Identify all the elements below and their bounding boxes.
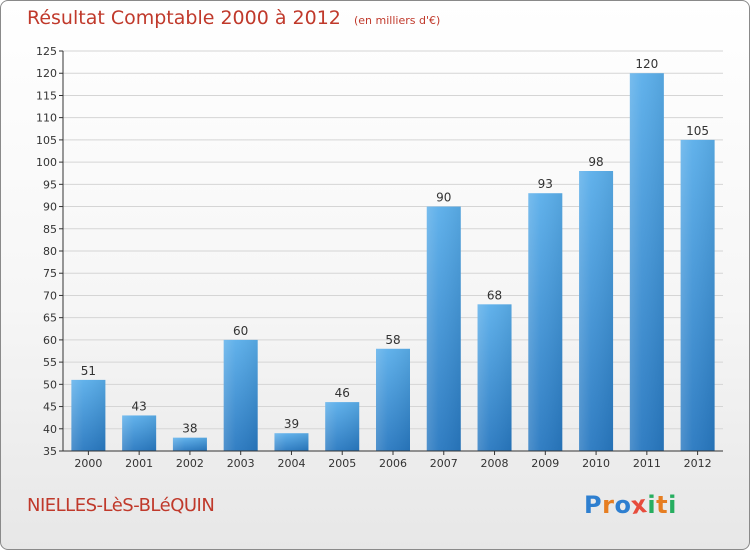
logo-letter: i — [647, 491, 657, 519]
y-tick-label: 70 — [43, 289, 57, 302]
x-tick-label-2007: 2007 — [430, 457, 458, 470]
data-label-2008: 68 — [487, 288, 502, 302]
y-tick-label: 100 — [36, 156, 57, 169]
axes: 35 40 45 50 55 60 65 70 75 80 85 90 95 100 105 110 115 12… — [36, 45, 723, 470]
y-tick-label: 50 — [43, 378, 57, 391]
y-tick-label: 45 — [43, 401, 57, 414]
x-tick-label-2002: 2002 — [176, 457, 204, 470]
bar-shading-2002 — [172, 437, 207, 451]
x-tick-label-2006: 2006 — [379, 457, 407, 470]
y-tick-label: 120 — [36, 67, 57, 80]
y-tick-label: 105 — [36, 134, 57, 147]
x-tick-label-2004: 2004 — [277, 457, 305, 470]
logo-letter: o — [614, 491, 632, 519]
data-label-2005: 46 — [335, 386, 350, 400]
bar-shading-2008 — [477, 304, 512, 451]
data-label-2009: 93 — [538, 177, 553, 191]
unit-note: (en milliers d'€) — [353, 14, 441, 27]
x-tick-label-2011: 2011 — [633, 457, 661, 470]
y-tick-label: 85 — [43, 223, 57, 236]
logo-letter: i — [668, 491, 677, 519]
bar-shading-2006 — [376, 348, 410, 451]
data-label-2010: 98 — [588, 155, 603, 169]
data-label-2004: 39 — [284, 417, 299, 431]
data-label-2003: 60 — [233, 324, 248, 338]
bar-shading-2010 — [579, 171, 614, 451]
bar-shading-2007 — [426, 206, 461, 451]
bar-shading-2012 — [680, 139, 715, 451]
y-tick-label: 40 — [43, 423, 57, 436]
x-tick-label-2012: 2012 — [684, 457, 712, 470]
data-label-2006: 58 — [385, 333, 400, 347]
x-tick-label-2005: 2005 — [328, 457, 356, 470]
y-tick-label: 90 — [43, 201, 57, 214]
y-tick-label: 60 — [43, 334, 57, 347]
logo-letter: t — [656, 491, 669, 519]
data-label-2012: 105 — [686, 124, 709, 138]
bar-shading-2003 — [223, 339, 258, 451]
x-tick-label-2009: 2009 — [531, 457, 559, 470]
chart-title: Résultat Comptable 2000 à 2012 — [27, 7, 341, 29]
proxiti-logo[interactable]: Proxiti — [584, 490, 677, 520]
bar-shading-2000 — [71, 379, 106, 451]
x-tick-label-2008: 2008 — [481, 457, 509, 470]
y-tick-label: 115 — [36, 89, 57, 102]
y-tick-label: 75 — [43, 267, 57, 280]
data-label-2000: 51 — [81, 364, 96, 378]
y-tick-label: 125 — [36, 45, 57, 58]
data-label-2007: 90 — [436, 191, 451, 205]
y-tick-label: 110 — [36, 112, 57, 125]
y-tick-label: 80 — [43, 245, 57, 258]
y-tick-label: 35 — [43, 445, 57, 458]
data-label-2002: 38 — [182, 422, 197, 436]
data-label-2011: 120 — [635, 57, 658, 71]
commune-name: NIELLES-LèS-BLéQUIN — [27, 495, 215, 516]
y-tick-label: 55 — [43, 356, 57, 369]
data-label-2001: 43 — [132, 399, 147, 413]
bar-shading-2001 — [122, 415, 157, 451]
y-tick-label: 65 — [43, 312, 57, 325]
x-tick-label-2000: 2000 — [74, 457, 102, 470]
bar-shading-2005 — [325, 402, 360, 451]
y-tick-label: 95 — [43, 178, 57, 191]
x-tick-label-2003: 2003 — [227, 457, 255, 470]
bar-shading-2011 — [629, 73, 664, 451]
x-tick-label-2001: 2001 — [125, 457, 153, 470]
logo-letter: r — [602, 491, 615, 519]
bars: 51 43 38 60 39 46 58 90 68 93 98 120 105 — [71, 57, 715, 451]
logo-letter: x — [629, 490, 650, 520]
logo-letter: P — [584, 491, 603, 519]
bar-shading-2004 — [274, 433, 309, 451]
x-tick-label-2010: 2010 — [582, 457, 610, 470]
title-row: Résultat Comptable 2000 à 2012 (en milli… — [27, 7, 440, 29]
bar-shading-2009 — [528, 193, 563, 451]
